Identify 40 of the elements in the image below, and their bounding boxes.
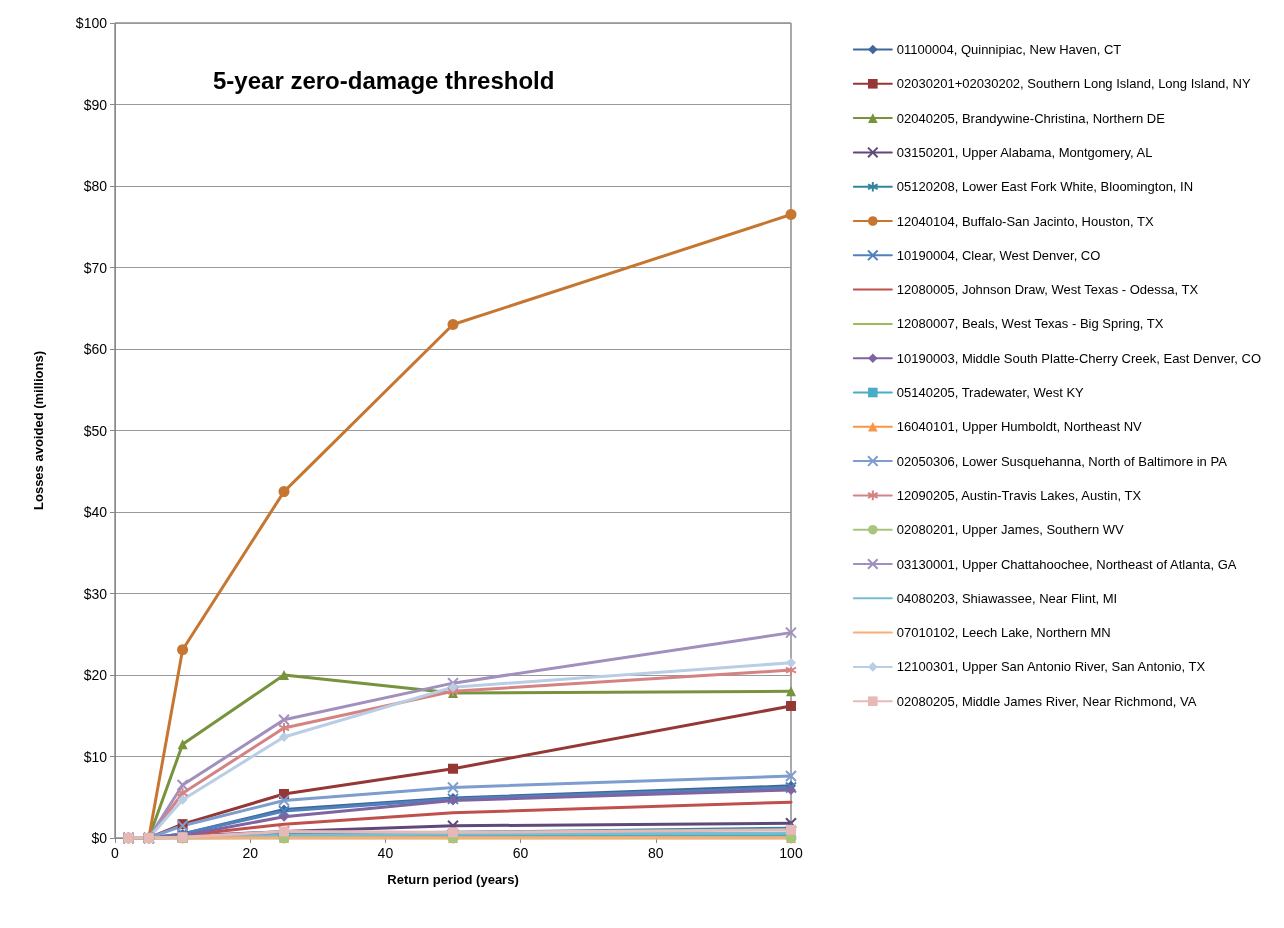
legend-label: 05140205, Tradewater, West KY [896, 385, 1085, 400]
y-tick-label: $40 [83, 504, 108, 520]
legend-label: 03130001, Upper Chattahoochee, Northeast of Atlanta, GA [896, 556, 1237, 572]
legend-label: 12080007, Beals, West Texas - Big Spring, TX [896, 316, 1164, 332]
legend-label: 01100004, Quinnipiac, New Haven, CT [896, 42, 1122, 57]
legend-label: 04080203, Shiawassee, Near Flint, MI [896, 590, 1118, 606]
legend-label: 12040104, Buffalo-San Jacinto, Houston, TX [896, 213, 1154, 229]
legend-label: 02040205, Brandywine-Christina, Northern DE [896, 110, 1166, 126]
y-tick-label: $50 [83, 422, 108, 439]
y-tick-label: $100 [75, 15, 108, 31]
x-axis-title: Return period (years) [387, 872, 519, 887]
y-tick-label: $90 [83, 96, 108, 113]
x-tick-label: 100 [779, 845, 803, 861]
legend-label: 12090205, Austin-Travis Lakes, Austin, TX [896, 487, 1142, 503]
x-tick-label: 20 [242, 845, 259, 861]
legend-label: 02050306, Lower Susquehanna, North of Baltimore in PA [896, 453, 1228, 469]
legend-label: 05120208, Lower East Fork White, Bloomington, IN [896, 179, 1194, 195]
y-tick-label: $80 [83, 178, 108, 194]
y-axis-title: Losses avoided (millions) [31, 351, 46, 510]
text: 5-year zero-damage threshold [213, 66, 555, 94]
x-tick-label: 0 [111, 845, 120, 861]
legend-label: 07010102, Leech Lake, Northern MN [896, 625, 1111, 641]
y-tick-label: $0 [91, 830, 108, 846]
legend-label: 02080201, Upper James, Southern WV [896, 522, 1125, 538]
y-tick-label: $10 [83, 748, 108, 765]
y-tick-label: $70 [83, 259, 108, 276]
y-tick-label: $30 [83, 585, 108, 602]
y-tick-label: $60 [83, 341, 108, 357]
legend-label: 12080005, Johnson Draw, West Texas - Odessa, TX [896, 282, 1199, 298]
legend-label: 02080205, Middle James River, Near Richmond, VA [896, 693, 1197, 709]
legend-label: 12100301, Upper San Antonio River, San Antonio, TX [896, 659, 1206, 675]
x-tick-label: 40 [377, 845, 394, 861]
legend-label: 03150201, Upper Alabama, Montgomery, AL [896, 144, 1153, 160]
legend-label: 16040101, Upper Humboldt, Northeast NV [896, 419, 1143, 435]
legend-label: 10190004, Clear, West Denver, CO [896, 247, 1101, 263]
legend-label: 02030201+02030202, Southern Long Island, Long Island, NY [896, 76, 1251, 92]
x-tick-label: 60 [512, 845, 529, 861]
legend-label: 10190003, Middle South Platte-Cherry Creek, East Denver, CO [896, 350, 1261, 366]
y-tick-label: $20 [83, 667, 108, 683]
x-tick-label: 80 [648, 845, 664, 861]
